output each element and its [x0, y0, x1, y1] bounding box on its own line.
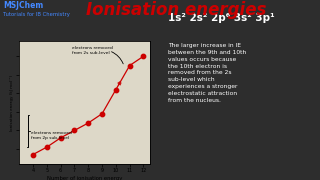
Point [44, 146, 49, 148]
Point [113, 88, 118, 91]
Point [86, 122, 91, 124]
Text: Ionisation energies: Ionisation energies [86, 1, 267, 19]
Text: 1s² 2s² 2p⁶ 3s² 3p¹: 1s² 2s² 2p⁶ 3s² 3p¹ [168, 13, 275, 23]
Point [30, 153, 36, 156]
Text: Tutorials for IB Chemistry: Tutorials for IB Chemistry [3, 12, 70, 17]
Text: electrons removed
from 2s sub-level: electrons removed from 2s sub-level [72, 46, 113, 55]
X-axis label: Number of ionisation energy: Number of ionisation energy [47, 176, 123, 180]
Text: The larger increase in IE
between the 9th and 10th
values occurs because
the 10t: The larger increase in IE between the 9t… [168, 43, 246, 103]
Text: MSJChem: MSJChem [3, 1, 44, 10]
Point [72, 129, 77, 132]
Point [141, 55, 146, 58]
Point [127, 64, 132, 67]
Point [58, 136, 63, 139]
Y-axis label: Ionisation energy (kJ mol⁻¹): Ionisation energy (kJ mol⁻¹) [10, 75, 14, 131]
Point [116, 82, 121, 85]
Point [100, 112, 105, 115]
Text: electrons removed
from 2p sub-level: electrons removed from 2p sub-level [31, 131, 72, 140]
